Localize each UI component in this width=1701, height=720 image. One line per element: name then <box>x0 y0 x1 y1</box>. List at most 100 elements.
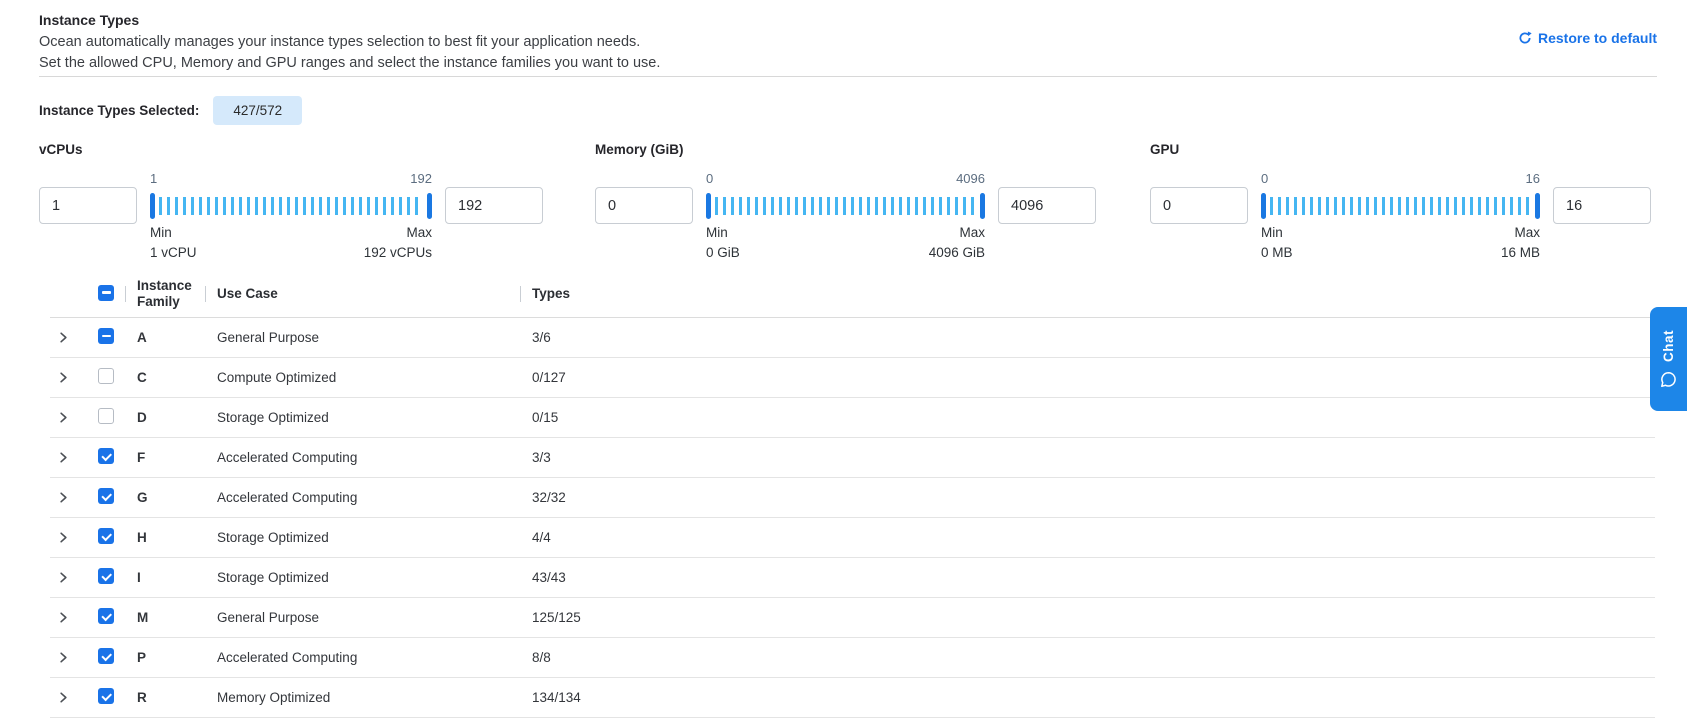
vcpus-min-tick-label: 1 <box>150 171 158 186</box>
table-row[interactable]: P Accelerated Computing 8/8 <box>50 638 1655 678</box>
range-sliders: vCPUs 1 192 Min Max <box>39 142 1657 263</box>
column-header-types: Types <box>532 286 1655 302</box>
instance-family-cell: R <box>137 690 147 705</box>
row-checkbox[interactable] <box>98 408 114 424</box>
row-checkbox[interactable] <box>98 568 114 584</box>
vcpus-min-handle[interactable] <box>150 193 155 219</box>
memory-min-caption: Min <box>706 225 728 240</box>
memory-max-tick-label: 4096 <box>956 171 985 186</box>
description-line-1: Ocean automatically manages your instanc… <box>39 34 641 50</box>
vcpus-max-tick-label: 192 <box>410 171 432 186</box>
chevron-right-icon[interactable] <box>56 530 71 545</box>
chevron-right-icon[interactable] <box>56 570 71 585</box>
use-case-cell: General Purpose <box>217 330 320 345</box>
column-header-family: Instance Family <box>137 278 217 310</box>
restore-to-default-label: Restore to default <box>1537 30 1657 46</box>
vcpus-slider-track[interactable] <box>150 193 432 219</box>
instance-family-cell: H <box>137 530 147 545</box>
chevron-right-icon[interactable] <box>56 610 71 625</box>
vcpus-min-detail: 1 vCPU <box>150 245 197 260</box>
table-row[interactable]: H Storage Optimized 4/4 <box>50 518 1655 558</box>
vcpus-max-input[interactable] <box>445 187 543 224</box>
instance-family-cell: D <box>137 410 147 425</box>
types-cell: 4/4 <box>532 530 551 545</box>
table-row[interactable]: M General Purpose 125/125 <box>50 598 1655 638</box>
table-row[interactable]: C Compute Optimized 0/127 <box>50 358 1655 398</box>
use-case-cell: General Purpose <box>217 610 320 625</box>
gpu-min-input[interactable] <box>1150 187 1248 224</box>
row-checkbox[interactable] <box>98 528 114 544</box>
memory-max-handle[interactable] <box>980 193 985 219</box>
types-cell: 32/32 <box>532 490 566 505</box>
memory-min-input[interactable] <box>595 187 693 224</box>
use-case-cell: Storage Optimized <box>217 410 329 425</box>
vcpus-max-handle[interactable] <box>427 193 432 219</box>
memory-max-caption: Max <box>959 225 985 240</box>
header-checkbox[interactable] <box>98 284 114 301</box>
chevron-right-icon[interactable] <box>56 650 71 665</box>
gpu-min-detail: 0 MB <box>1261 245 1293 260</box>
instance-table-body: A General Purpose 3/6 C Compute Optimize… <box>50 318 1655 718</box>
table-row[interactable]: D Storage Optimized 0/15 <box>50 398 1655 438</box>
memory-slider-group: Memory (GiB) 0 4096 Min Max <box>595 142 1096 263</box>
slider-ticks <box>159 197 423 215</box>
gpu-slider-track[interactable] <box>1261 193 1540 219</box>
column-header-use-case: Use Case <box>217 286 532 302</box>
chevron-right-icon[interactable] <box>56 370 71 385</box>
gpu-max-caption: Max <box>1514 225 1540 240</box>
row-checkbox[interactable] <box>98 488 114 504</box>
vcpus-max-detail: 192 vCPUs <box>363 245 432 260</box>
memory-max-detail: 4096 GiB <box>928 245 985 260</box>
types-cell: 3/3 <box>532 450 551 465</box>
vcpus-slider-group: vCPUs 1 192 Min Max <box>39 142 543 263</box>
instance-family-cell: I <box>137 570 141 585</box>
description-line-2: Set the allowed CPU, Memory and GPU rang… <box>39 55 661 71</box>
row-checkbox[interactable] <box>98 608 114 624</box>
use-case-cell: Compute Optimized <box>217 370 337 385</box>
vcpus-max-caption: Max <box>406 225 432 240</box>
chat-button[interactable]: Chat <box>1650 307 1687 411</box>
gpu-max-handle[interactable] <box>1535 193 1540 219</box>
vcpus-min-caption: Min <box>150 225 172 240</box>
page-title: Instance Types <box>39 12 140 28</box>
use-case-cell: Storage Optimized <box>217 570 329 585</box>
gpu-min-caption: Min <box>1261 225 1283 240</box>
chevron-right-icon[interactable] <box>56 690 71 705</box>
memory-min-detail: 0 GiB <box>706 245 740 260</box>
memory-min-handle[interactable] <box>706 193 711 219</box>
restore-to-default-button[interactable]: Restore to default <box>1518 30 1657 46</box>
chevron-right-icon[interactable] <box>56 490 71 505</box>
instance-family-cell: F <box>137 450 146 465</box>
table-row[interactable]: G Accelerated Computing 32/32 <box>50 478 1655 518</box>
row-checkbox[interactable] <box>98 448 114 464</box>
instance-family-cell: G <box>137 490 148 505</box>
memory-slider-track[interactable] <box>706 193 985 219</box>
chevron-right-icon[interactable] <box>56 410 71 425</box>
types-cell: 0/127 <box>532 370 566 385</box>
table-row[interactable]: R Memory Optimized 134/134 <box>50 678 1655 718</box>
slider-ticks <box>715 197 976 215</box>
table-row[interactable]: I Storage Optimized 43/43 <box>50 558 1655 598</box>
panel-header: Instance Types Ocean automatically manag… <box>39 12 1657 74</box>
gpu-min-handle[interactable] <box>1261 193 1266 219</box>
vcpus-min-input[interactable] <box>39 187 137 224</box>
chevron-right-icon[interactable] <box>56 330 71 345</box>
use-case-cell: Accelerated Computing <box>217 450 358 465</box>
table-row[interactable]: F Accelerated Computing 3/3 <box>50 438 1655 478</box>
instance-family-cell: C <box>137 370 147 385</box>
gpu-max-input[interactable] <box>1553 187 1651 224</box>
instance-family-cell: A <box>137 330 147 345</box>
row-checkbox[interactable] <box>98 648 114 664</box>
row-checkbox[interactable] <box>98 368 114 384</box>
instance-family-cell: M <box>137 610 149 625</box>
chat-label: Chat <box>1661 330 1676 362</box>
table-row[interactable]: A General Purpose 3/6 <box>50 318 1655 358</box>
use-case-cell: Storage Optimized <box>217 530 329 545</box>
memory-max-input[interactable] <box>998 187 1096 224</box>
row-checkbox[interactable] <box>98 688 114 704</box>
row-checkbox[interactable] <box>98 328 114 344</box>
memory-label: Memory (GiB) <box>595 142 684 157</box>
chevron-right-icon[interactable] <box>56 450 71 465</box>
types-cell: 3/6 <box>532 330 551 345</box>
gpu-max-tick-label: 16 <box>1525 171 1540 186</box>
